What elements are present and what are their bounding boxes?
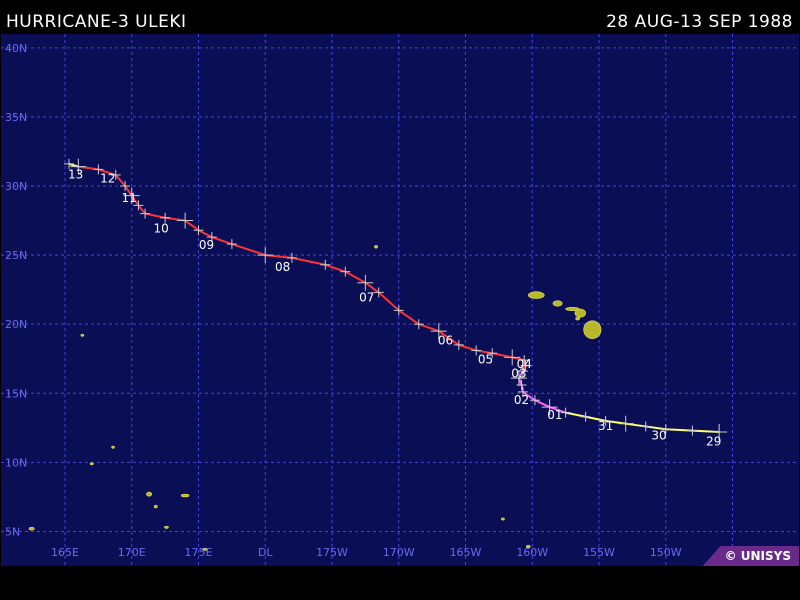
track-segment <box>549 406 566 414</box>
island <box>374 245 378 249</box>
latitude-label: 40N <box>5 42 27 55</box>
header-bar: HURRICANE-3 ULEKI 28 AUG-13 SEP 1988 <box>0 0 800 34</box>
island <box>80 333 85 337</box>
track-segment <box>534 399 551 408</box>
track-segment <box>378 291 400 312</box>
island <box>583 320 602 339</box>
track-segment <box>291 256 326 266</box>
date-label: 04 <box>517 357 532 371</box>
longitude-label: 175E <box>185 546 213 559</box>
track-segment <box>198 229 213 239</box>
track-segment <box>144 212 166 219</box>
date-label: 11 <box>121 191 136 205</box>
island <box>89 462 94 466</box>
unisys-logo: © UNISYS <box>702 546 799 566</box>
date-label: 10 <box>153 221 168 235</box>
longitude-label: 170W <box>383 546 415 559</box>
track-segment <box>458 343 477 352</box>
date-label: 09 <box>199 238 214 252</box>
longitude-label: 160W <box>516 546 548 559</box>
island <box>202 548 209 551</box>
island <box>164 525 169 529</box>
longitude-label: 155W <box>583 546 615 559</box>
track-segment <box>114 174 126 187</box>
land-layer <box>28 245 602 551</box>
longitude-label: 165W <box>450 546 482 559</box>
date-label: 12 <box>100 172 115 186</box>
graticule <box>1 34 799 566</box>
date-label: 31 <box>598 419 613 433</box>
latitude-label: 20N <box>5 318 27 331</box>
track-segment <box>491 352 513 359</box>
track-segment <box>585 415 606 422</box>
date-label: 07 <box>359 291 374 305</box>
track-segment <box>418 323 440 333</box>
track-segment <box>364 281 380 294</box>
date-label: 03 <box>511 367 526 381</box>
track-segment <box>438 330 460 346</box>
track-segment <box>522 391 536 402</box>
date-label: 08 <box>275 260 290 274</box>
track-segment <box>211 236 233 245</box>
track-segment <box>231 243 266 257</box>
track-segment <box>398 309 420 326</box>
date-label: 02 <box>514 393 529 407</box>
longitude-label: 150W <box>650 546 682 559</box>
longitude-label: 170E <box>118 546 146 559</box>
island <box>180 493 190 498</box>
island <box>575 316 580 321</box>
longitude-label: 165E <box>51 546 79 559</box>
ocean-background <box>1 34 799 566</box>
latitude-label: 10N <box>5 456 27 469</box>
track-segment <box>184 219 200 232</box>
latitude-label: 5N <box>5 525 20 538</box>
island <box>527 291 545 299</box>
date-label: 29 <box>706 434 721 448</box>
island <box>525 544 531 549</box>
date-label: 01 <box>547 408 562 422</box>
date-label: 30 <box>651 429 666 443</box>
date-label: 13 <box>68 168 83 182</box>
track-map: 29 30 31 01 02 03 04 05 06 07 08 09 10 11 12 13 165E 170… <box>1 34 799 566</box>
island <box>574 308 586 318</box>
storm-date-range: 28 AUG-13 SEP 1988 <box>606 12 793 32</box>
island <box>111 445 115 449</box>
longitude-label: 175W <box>316 546 348 559</box>
date-label: 05 <box>478 353 493 367</box>
footer-bar <box>0 566 800 600</box>
island <box>146 491 153 497</box>
track-segment <box>98 168 117 176</box>
track-segment <box>344 270 366 284</box>
latitude-label: 35N <box>5 111 27 124</box>
latitude-label: 25N <box>5 249 27 262</box>
latitude-label: 30N <box>5 180 27 193</box>
track-segment <box>130 195 140 206</box>
track-markers <box>64 158 728 440</box>
track-segment <box>124 185 133 197</box>
island <box>28 527 35 531</box>
track-segment <box>518 370 524 379</box>
island <box>153 504 158 509</box>
date-label: 06 <box>438 333 453 347</box>
latitude-label: 15N <box>5 387 27 400</box>
island <box>552 300 563 307</box>
storm-title: HURRICANE-3 ULEKI <box>6 12 187 32</box>
track-segment <box>565 411 586 418</box>
track-segment <box>324 263 346 273</box>
island <box>500 517 505 521</box>
longitude-label: DL <box>258 546 273 559</box>
track-segment <box>137 204 146 215</box>
